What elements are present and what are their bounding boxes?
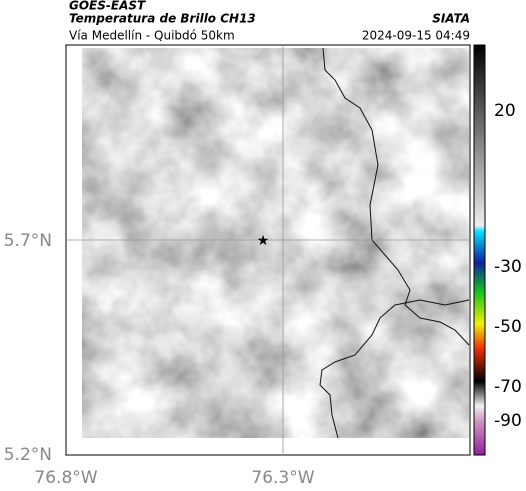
colorbar [473,44,486,456]
colorbar-tick-label: -30 [494,257,522,277]
lon-label: 76.8°W [34,468,97,488]
title: GOES-EAST [69,0,146,13]
route: Vía Medellín - Quibdó 50km [69,29,235,43]
source: SIATA [432,12,470,26]
boundary-line [319,299,470,439]
colorbar-tick-label: -50 [494,317,522,337]
colorbar-tick-label: 20 [494,101,516,121]
colorbar-tick-label: -70 [494,377,522,397]
lon-label: 76.3°W [251,468,314,488]
location-marker: ★ [257,233,270,249]
subtitle: Temperatura de Brillo CH13 [69,12,256,26]
lat-label: 5.2°N [4,445,52,465]
satellite-image [82,48,469,438]
lat-label: 5.7°N [4,231,52,251]
timestamp: 2024-09-15 04:49 [362,29,470,43]
colorbar-tick-label: -90 [494,411,522,431]
